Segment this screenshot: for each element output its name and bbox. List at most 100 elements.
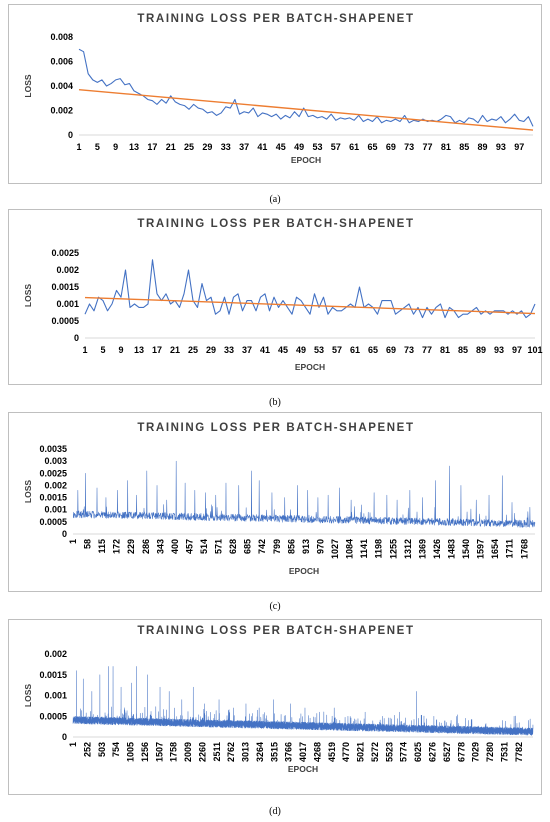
trend-line <box>78 88 534 131</box>
x-tick-label: 17 <box>147 142 157 152</box>
y-tick-label: 0.0025 <box>51 248 79 258</box>
x-tick-label: 799 <box>272 539 282 554</box>
x-tick-label: 6778 <box>456 742 466 762</box>
x-tick-label: 97 <box>514 142 524 152</box>
x-axis-label: EPOCH <box>289 566 319 576</box>
x-tick-label: 6527 <box>442 742 452 762</box>
x-tick-label: 69 <box>386 142 396 152</box>
x-tick-label: 970 <box>315 539 325 554</box>
x-tick-label: 7531 <box>499 742 509 762</box>
caption-c: (c) <box>269 601 281 612</box>
x-tick-label: 1 <box>76 142 81 152</box>
x-tick-label: 7280 <box>485 742 495 762</box>
chart-panel-a: TRAINING LOSS PER BATCH-SHAPENET 0 0.002 0.… <box>8 4 542 184</box>
x-tick-label: 33 <box>221 142 231 152</box>
y-tick-label: 0.0015 <box>39 670 67 680</box>
y-axis-label: LOSS <box>23 684 33 707</box>
x-tick-label: 97 <box>512 345 522 355</box>
x-tick-label: 457 <box>184 539 194 554</box>
x-tick-label: 1 <box>68 539 78 544</box>
y-tick-label: 0.002 <box>56 265 79 275</box>
y-tick-label: 0.001 <box>44 505 67 515</box>
chart-c-svg: TRAINING LOSS PER BATCH-SHAPENET 0 0.0005 0… <box>23 422 536 576</box>
x-tick-label: 9 <box>113 142 118 152</box>
x-tick-label: 2009 <box>183 742 193 762</box>
chart-title: TRAINING LOSS PER BATCH-SHAPENET <box>137 13 414 25</box>
y-tick-label: 0.0005 <box>51 316 79 326</box>
x-tick-label: 2762 <box>226 742 236 762</box>
chart-b-svg: TRAINING LOSS PER BATCH-SHAPENET 0 0.0005 0… <box>23 218 543 372</box>
x-tick-label: 1256 <box>140 742 150 762</box>
chart-panel-d: TRAINING LOSS PER BATCH-SHAPENET 0 0.0005 0… <box>8 619 542 795</box>
x-tick-label: 65 <box>367 142 377 152</box>
x-tick-label: 41 <box>260 345 270 355</box>
x-tick-label: 25 <box>188 345 198 355</box>
y-tick-label: 0.004 <box>50 81 73 91</box>
x-tick-label: 685 <box>243 539 253 554</box>
x-tick-label: 37 <box>242 345 252 355</box>
y-tick-label: 0.0025 <box>39 468 67 478</box>
x-tick-label: 343 <box>155 539 165 554</box>
x-tick-label: 89 <box>476 345 486 355</box>
x-tick-label: 1758 <box>169 742 179 762</box>
y-tick-label: 0.001 <box>44 691 67 701</box>
x-tick-label: 6276 <box>428 742 438 762</box>
x-tick-label: 5272 <box>370 742 380 762</box>
x-tick-label: 49 <box>294 142 304 152</box>
x-tick-label: 571 <box>214 539 224 554</box>
x-tick-label: 1141 <box>359 539 369 559</box>
x-tick-label: 49 <box>296 345 306 355</box>
x-tick-label: 7782 <box>514 742 524 762</box>
x-tick-label: 2260 <box>197 742 207 762</box>
x-tick-label: 503 <box>97 742 107 757</box>
y-tick-label: 0 <box>62 732 67 742</box>
x-tick-label: 4017 <box>298 742 308 762</box>
x-tick-label: 1255 <box>388 539 398 559</box>
x-tick-label: 5 <box>100 345 105 355</box>
x-tick-label: 21 <box>166 142 176 152</box>
loss-series-line <box>72 460 536 528</box>
caption-d: (d) <box>269 806 281 817</box>
x-tick-label: 286 <box>141 539 151 554</box>
x-tick-label: 61 <box>350 345 360 355</box>
y-axis-label: LOSS <box>23 480 33 503</box>
chart-d-svg: TRAINING LOSS PER BATCH-SHAPENET 0 0.0005 0… <box>23 625 534 774</box>
x-tick-label: 514 <box>199 539 209 554</box>
x-tick-label: 29 <box>206 345 216 355</box>
y-tick-label: 0 <box>68 130 73 140</box>
x-tick-label: 115 <box>97 539 107 554</box>
x-tick-label: 41 <box>257 142 267 152</box>
trend-line <box>84 296 536 315</box>
x-tick-label: 45 <box>276 142 286 152</box>
x-tick-label: 45 <box>278 345 288 355</box>
x-tick-label: 25 <box>184 142 194 152</box>
x-tick-label: 1027 <box>330 539 340 559</box>
x-tick-label: 89 <box>478 142 488 152</box>
y-tick-label: 0.002 <box>50 106 73 116</box>
x-tick-label: 229 <box>126 539 136 554</box>
y-tick-label: 0 <box>74 333 79 343</box>
x-tick-label: 65 <box>368 345 378 355</box>
x-tick-label: 400 <box>170 539 180 554</box>
x-tick-label: 17 <box>152 345 162 355</box>
chart-title: TRAINING LOSS PER BATCH-SHAPENET <box>137 625 414 637</box>
x-tick-label: 101 <box>527 345 542 355</box>
x-axis-label: EPOCH <box>295 362 325 372</box>
caption-b: (b) <box>269 397 281 408</box>
chart-panel-b: TRAINING LOSS PER BATCH-SHAPENET 0 0.0005 0… <box>8 209 543 385</box>
x-tick-label: 85 <box>458 345 468 355</box>
y-tick-label: 0.0015 <box>51 282 79 292</box>
x-tick-label: 33 <box>224 345 234 355</box>
loss-series-line <box>84 259 536 319</box>
x-tick-label: 1507 <box>154 742 164 762</box>
x-tick-label: 1426 <box>432 539 442 559</box>
x-tick-label: 3515 <box>269 742 279 762</box>
x-tick-label: 77 <box>423 142 433 152</box>
x-tick-label: 1 <box>68 742 78 747</box>
x-tick-label: 628 <box>228 539 238 554</box>
y-tick-label: 0.008 <box>50 32 73 42</box>
x-tick-label: 81 <box>441 142 451 152</box>
x-tick-label: 742 <box>257 539 267 554</box>
x-tick-label: 69 <box>386 345 396 355</box>
y-tick-label: 0.002 <box>44 649 67 659</box>
